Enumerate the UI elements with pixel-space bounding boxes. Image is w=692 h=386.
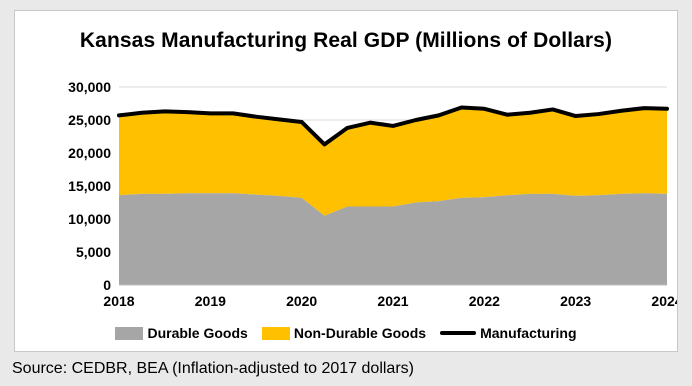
legend-item-durable: Durable Goods xyxy=(115,325,247,341)
x-tick-label: 2019 xyxy=(195,293,226,309)
x-tick-label: 2023 xyxy=(560,293,591,309)
y-tick-label: 5,000 xyxy=(76,244,111,260)
y-tick-label: 15,000 xyxy=(68,178,111,194)
y-tick-label: 30,000 xyxy=(68,79,111,95)
x-tick-label: 2021 xyxy=(377,293,408,309)
legend-label-nondurable: Non-Durable Goods xyxy=(294,325,426,341)
legend-swatch-durable xyxy=(115,327,143,340)
y-tick-label: 25,000 xyxy=(68,112,111,128)
x-tick-label: 2020 xyxy=(286,293,317,309)
legend-label-manufacturing: Manufacturing xyxy=(480,325,576,341)
legend-item-manufacturing: Manufacturing xyxy=(440,325,576,341)
plot-area: 0 5,000 10,000 15,000 20,000 25,000 30,000 2018… xyxy=(15,11,677,311)
x-tick-label: 2018 xyxy=(103,293,134,309)
legend: Durable Goods Non-Durable Goods Manufact… xyxy=(15,322,677,344)
x-tick-label: 2022 xyxy=(469,293,500,309)
area-durable-goods xyxy=(119,193,667,285)
y-tick-label: 10,000 xyxy=(68,211,111,227)
source-note: Source: CEDBR, BEA (Inflation-adjusted t… xyxy=(12,360,414,378)
chart-frame: Kansas Manufacturing Real GDP (Millions … xyxy=(14,10,678,352)
x-tick-label: 2024 xyxy=(651,293,677,309)
legend-item-nondurable: Non-Durable Goods xyxy=(262,325,426,341)
legend-swatch-manufacturing xyxy=(440,331,476,335)
legend-label-durable: Durable Goods xyxy=(147,325,247,341)
y-tick-label: 20,000 xyxy=(68,145,111,161)
legend-swatch-nondurable xyxy=(262,327,290,340)
y-tick-label: 0 xyxy=(103,277,111,293)
